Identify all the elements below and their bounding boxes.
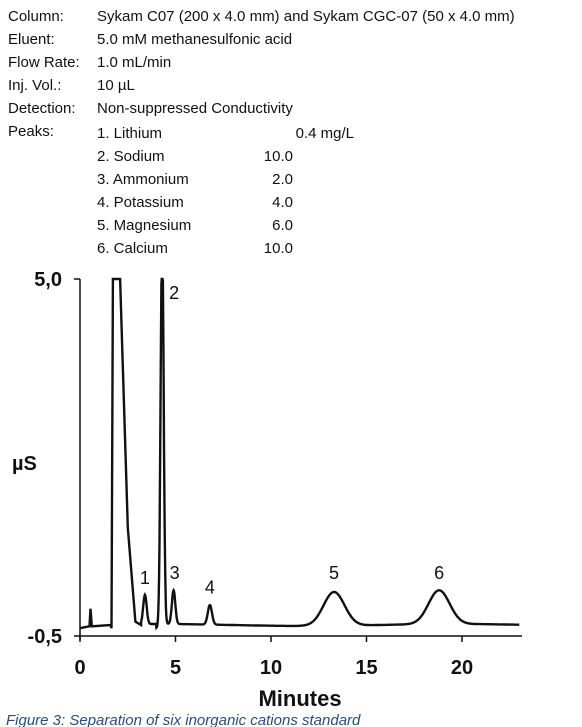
condition-label: Inj. Vol.: [8, 77, 62, 94]
peak-concentration: 10.0 [263, 148, 293, 165]
condition-label: Flow Rate: [8, 54, 80, 71]
y-axis-label: µS [12, 453, 37, 475]
peak-concentration: 4.0 [272, 194, 293, 211]
x-axis-label: Minutes [258, 686, 341, 711]
peak-row: 4. Potassium 4.0 [97, 194, 397, 217]
condition-label: Detection: [8, 100, 76, 117]
peak-list: 1. Lithium 0.4 mg/L 2. Sodium 10.0 3. Ammoni… [97, 125, 397, 263]
x-tick-label: 5 [170, 657, 181, 679]
y-tick-label: -0,5 [28, 626, 62, 648]
x-tick-label: 15 [355, 657, 377, 679]
peak-name: 3. Ammonium [97, 171, 189, 188]
x-tick-label: 0 [74, 657, 85, 679]
peak-name: 2. Sodium [97, 148, 165, 165]
peak-row: 6. Calcium 10.0 [97, 240, 397, 263]
peak-concentration: 10.0 [263, 240, 293, 257]
condition-value: 1.0 mL/min [97, 54, 172, 71]
condition-value: Sykam C07 (200 x 4.0 mm) and Sykam CGC-0… [97, 8, 515, 25]
condition-label: Column: [8, 8, 64, 25]
peak-name: 4. Potassium [97, 194, 184, 211]
peak-label: 4 [205, 577, 215, 597]
peak-concentration: 2.0 [272, 171, 293, 188]
x-tick-label: 20 [451, 657, 473, 679]
peak-row: 1. Lithium 0.4 mg/L [97, 125, 397, 148]
figure-caption: Figure 3: Separation of six inorganic ca… [6, 712, 361, 727]
chromatogram-trace [79, 277, 520, 631]
y-tick-label: 5,0 [34, 269, 62, 291]
condition-label: Peaks: [8, 123, 54, 140]
peak-label: 3 [170, 563, 180, 583]
peak-name: 6. Calcium [97, 240, 168, 257]
peak-concentration: 0.4 mg/L [295, 125, 354, 142]
x-tick-label: 10 [260, 657, 282, 679]
condition-value: Non-suppressed Conductivity [97, 100, 293, 117]
peak-row: 3. Ammonium 2.0 [97, 171, 397, 194]
peak-label: 1 [140, 568, 150, 588]
peak-row: 2. Sodium 10.0 [97, 148, 397, 171]
condition-value: 10 µL [97, 77, 135, 94]
peak-name: 5. Magnesium [97, 217, 192, 234]
peak-label: 5 [329, 563, 339, 583]
peak-row: 5. Magnesium 6.0 [97, 217, 397, 240]
peak-concentration: 6.0 [272, 217, 293, 234]
peak-label: 2 [169, 283, 179, 303]
peak-label: 6 [434, 563, 444, 583]
condition-value: 5.0 mM methanesulfonic acid [97, 31, 293, 48]
condition-label: Eluent: [8, 31, 55, 48]
peak-name: 1. Lithium [97, 125, 163, 142]
